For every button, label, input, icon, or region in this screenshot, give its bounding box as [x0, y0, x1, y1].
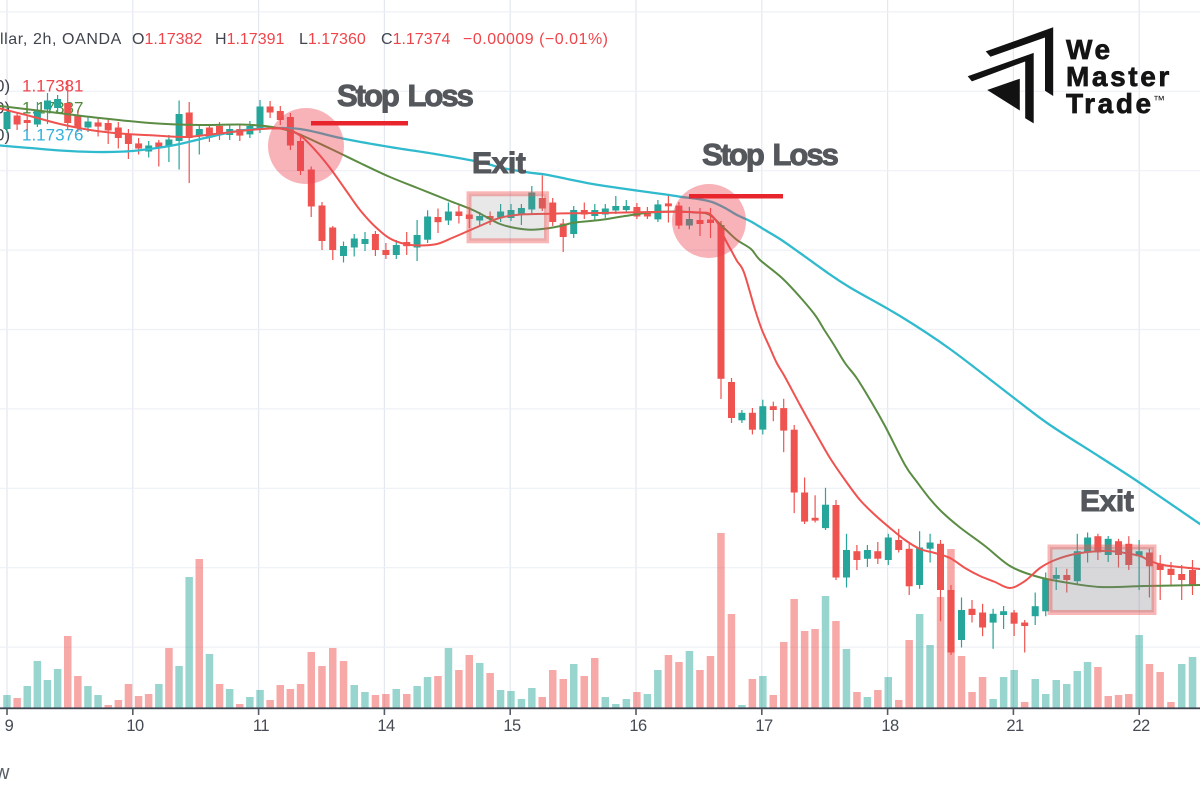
svg-text:1.17381: 1.17381	[22, 77, 83, 96]
svg-text:0): 0)	[0, 126, 10, 145]
svg-text:0): 0)	[0, 99, 10, 118]
svg-text:0): 0)	[0, 77, 10, 96]
svg-text:1.17376: 1.17376	[22, 126, 83, 145]
